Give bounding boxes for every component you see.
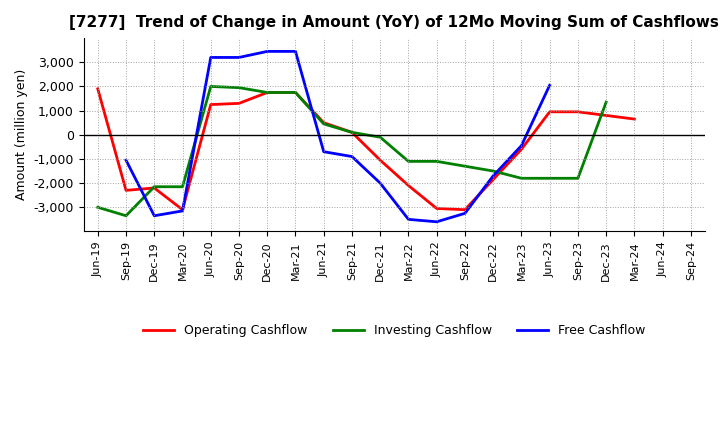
Operating Cashflow [263, 90, 271, 95]
Investing Cashflow [94, 205, 102, 210]
Investing Cashflow [602, 99, 611, 105]
Operating Cashflow [602, 113, 611, 118]
Free Cashflow [291, 49, 300, 54]
Operating Cashflow [235, 101, 243, 106]
Investing Cashflow [489, 169, 498, 174]
Free Cashflow [263, 49, 271, 54]
Investing Cashflow [376, 135, 384, 140]
Operating Cashflow [348, 130, 356, 135]
Line: Investing Cashflow: Investing Cashflow [98, 86, 606, 216]
Operating Cashflow [545, 109, 554, 114]
Free Cashflow [178, 208, 186, 213]
Investing Cashflow [545, 176, 554, 181]
Line: Free Cashflow: Free Cashflow [126, 51, 549, 222]
Operating Cashflow [122, 188, 130, 193]
Operating Cashflow [320, 120, 328, 125]
Operating Cashflow [291, 90, 300, 95]
Title: [7277]  Trend of Change in Amount (YoY) of 12Mo Moving Sum of Cashflows: [7277] Trend of Change in Amount (YoY) o… [69, 15, 719, 30]
Operating Cashflow [433, 206, 441, 211]
Free Cashflow [122, 158, 130, 163]
Investing Cashflow [150, 184, 158, 189]
Investing Cashflow [291, 90, 300, 95]
Free Cashflow [150, 213, 158, 218]
Free Cashflow [517, 143, 526, 148]
Operating Cashflow [489, 177, 498, 182]
Free Cashflow [545, 83, 554, 88]
Free Cashflow [461, 211, 469, 216]
Investing Cashflow [207, 84, 215, 89]
Legend: Operating Cashflow, Investing Cashflow, Free Cashflow: Operating Cashflow, Investing Cashflow, … [138, 319, 651, 342]
Free Cashflow [489, 173, 498, 179]
Line: Operating Cashflow: Operating Cashflow [98, 89, 634, 210]
Investing Cashflow [122, 213, 130, 218]
Operating Cashflow [376, 158, 384, 163]
Free Cashflow [235, 55, 243, 60]
Investing Cashflow [263, 90, 271, 95]
Free Cashflow [207, 55, 215, 60]
Operating Cashflow [461, 207, 469, 213]
Investing Cashflow [433, 159, 441, 164]
Free Cashflow [348, 154, 356, 159]
Operating Cashflow [630, 117, 639, 122]
Investing Cashflow [235, 85, 243, 90]
Investing Cashflow [574, 176, 582, 181]
Free Cashflow [433, 219, 441, 224]
Free Cashflow [320, 149, 328, 154]
Investing Cashflow [461, 164, 469, 169]
Operating Cashflow [404, 183, 413, 188]
Operating Cashflow [574, 109, 582, 114]
Free Cashflow [404, 217, 413, 222]
Investing Cashflow [404, 159, 413, 164]
Operating Cashflow [94, 86, 102, 92]
Investing Cashflow [178, 184, 186, 189]
Y-axis label: Amount (million yen): Amount (million yen) [15, 69, 28, 200]
Operating Cashflow [150, 185, 158, 191]
Operating Cashflow [178, 207, 186, 213]
Operating Cashflow [207, 102, 215, 107]
Investing Cashflow [517, 176, 526, 181]
Investing Cashflow [348, 130, 356, 135]
Investing Cashflow [320, 121, 328, 127]
Free Cashflow [376, 180, 384, 186]
Operating Cashflow [517, 147, 526, 152]
